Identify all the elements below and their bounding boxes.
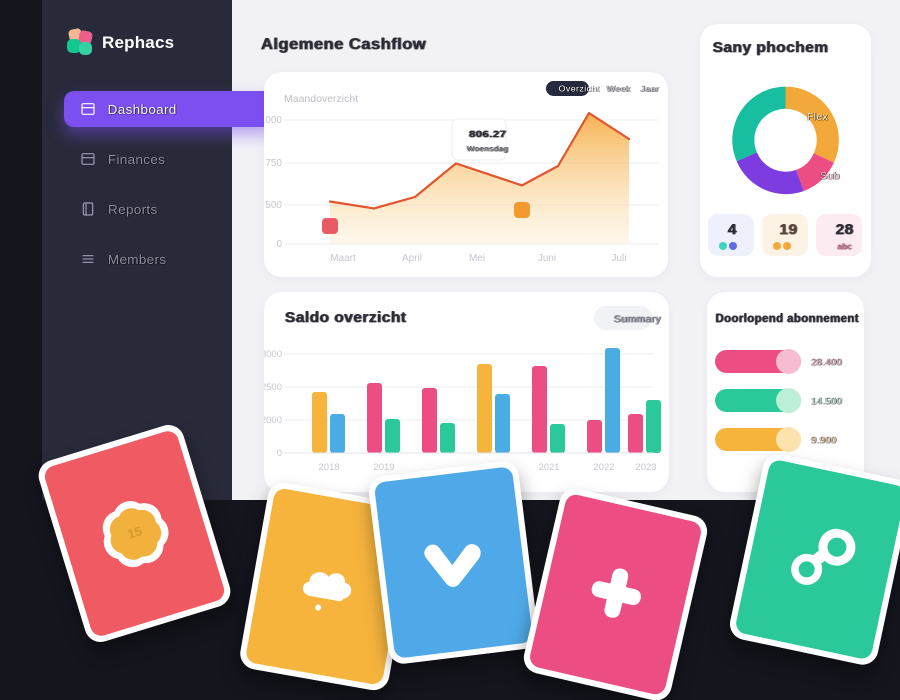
svg-text:Sany phochem: Sany phochem [712, 39, 828, 56]
svg-text:2021: 2021 [538, 462, 559, 473]
svg-text:Maandoverzicht: Maandoverzicht [284, 93, 358, 105]
svg-text:Sub: Sub [820, 171, 840, 182]
svg-text:Saldo overzicht: Saldo overzicht [285, 309, 407, 326]
svg-text:Flex: Flex [807, 112, 828, 123]
svg-text:Week: Week [607, 84, 631, 94]
svg-text:28.400: 28.400 [811, 357, 842, 367]
svg-text:500: 500 [265, 200, 282, 211]
svg-text:14.500: 14.500 [811, 396, 842, 406]
svg-text:1000: 1000 [264, 115, 282, 126]
svg-text:April: April [402, 253, 422, 264]
svg-text:2000: 2000 [264, 415, 282, 426]
svg-text:4: 4 [728, 221, 737, 238]
svg-text:28: 28 [835, 221, 853, 238]
svg-text:Doorlopend abonnement: Doorlopend abonnement [715, 311, 859, 325]
svg-text:0: 0 [276, 239, 282, 250]
svg-text:806.27: 806.27 [469, 129, 506, 139]
svg-text:Mei: Mei [469, 253, 485, 264]
svg-text:abc: abc [837, 242, 852, 251]
svg-text:3000: 3000 [264, 349, 282, 360]
svg-text:9.900: 9.900 [811, 435, 836, 445]
svg-text:Juni: Juni [538, 253, 556, 264]
svg-text:2022: 2022 [593, 462, 614, 473]
svg-text:2019: 2019 [373, 462, 394, 473]
svg-text:750: 750 [265, 158, 282, 169]
svg-text:Overzicht: Overzicht [559, 84, 600, 94]
svg-text:2500: 2500 [264, 382, 282, 393]
svg-text:Woensdag: Woensdag [467, 144, 509, 153]
svg-text:Juli: Juli [611, 253, 626, 264]
svg-text:2023: 2023 [635, 462, 656, 473]
svg-text:Summary: Summary [614, 314, 662, 325]
svg-text:0: 0 [277, 448, 282, 459]
svg-text:Jaar: Jaar [640, 84, 659, 94]
svg-text:19: 19 [779, 221, 797, 238]
svg-text:2018: 2018 [318, 462, 339, 473]
svg-text:Maart: Maart [330, 253, 356, 264]
